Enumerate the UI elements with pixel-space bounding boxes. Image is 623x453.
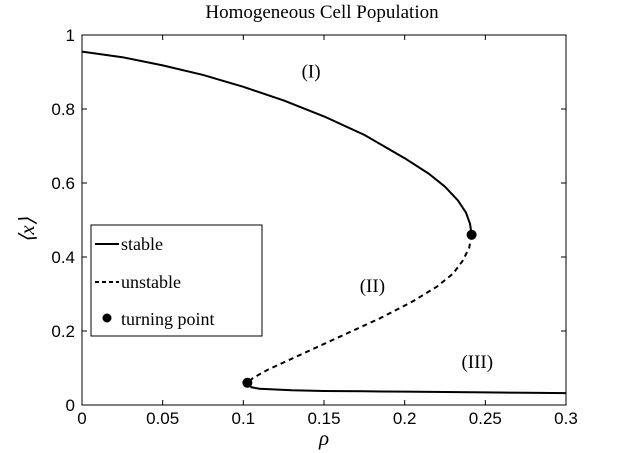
legend-turning-point-swatch [102, 313, 112, 323]
chart-title: Homogeneous Cell Population [205, 2, 439, 23]
y-tick-label: 0.2 [51, 322, 75, 341]
turning-point-markers [242, 229, 477, 388]
y-tick-label: 0.6 [51, 174, 75, 193]
series-stable-line [246, 382, 566, 395]
y-tick-label: 0.4 [51, 248, 75, 267]
y-tick-label: 1 [66, 26, 75, 45]
x-tick-label: 0.05 [146, 409, 179, 428]
series-layer [82, 50, 566, 395]
turning-point-marker [242, 377, 253, 388]
region-annotations: (I) (II) (III) [302, 62, 493, 373]
region-label: (III) [461, 352, 493, 373]
x-tick-label: 0.3 [554, 409, 578, 428]
region-label: (II) [360, 276, 385, 297]
legend-box [90, 224, 263, 337]
legend: stable unstable turning point [90, 224, 263, 337]
x-axis-label: ρ [318, 426, 329, 450]
x-tick-label: 0.1 [232, 409, 256, 428]
x-tick-label: 0.25 [469, 409, 502, 428]
x-tick-label: 0 [77, 409, 86, 428]
legend-stable-label: stable [121, 234, 163, 254]
series-unstable-line [246, 234, 473, 384]
axis-ticks: 0 0.05 0.1 0.15 0.2 0.25 0.3 0 0.2 0.4 0.6 0.8 1 [51, 26, 577, 428]
y-tick-label: 0 [66, 396, 75, 415]
region-label: (I) [302, 62, 321, 83]
plot-frame [81, 34, 567, 406]
y-axis-label: ⟨x⟩ [15, 217, 39, 243]
turning-point-marker [466, 229, 477, 240]
y-tick-label: 0.8 [51, 100, 75, 119]
legend-turning-point-label: turning point [121, 309, 215, 329]
x-tick-label: 0.2 [393, 409, 417, 428]
legend-unstable-label: unstable [121, 272, 181, 292]
series-stable-line [82, 50, 473, 235]
x-tick-label: 0.15 [307, 409, 340, 428]
